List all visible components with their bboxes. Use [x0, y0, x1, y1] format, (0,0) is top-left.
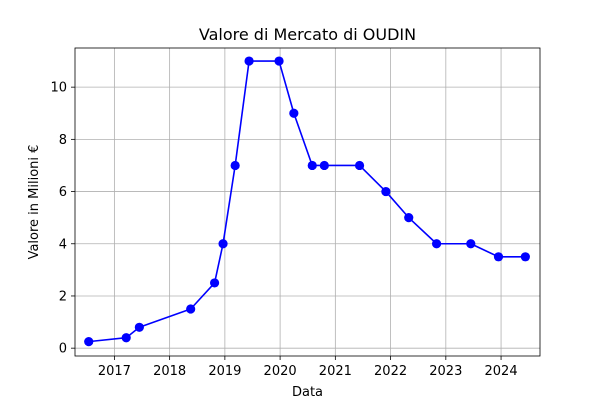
- data-point: [121, 333, 131, 343]
- data-point: [354, 160, 365, 171]
- data-point: [431, 239, 442, 249]
- x-tick-label: 2017: [98, 364, 131, 379]
- data-point: [209, 278, 220, 288]
- y-axis-label: Valore in Milioni €: [27, 145, 42, 260]
- data-point: [520, 252, 530, 262]
- y-tick-label: 2: [59, 289, 67, 304]
- data-point: [230, 160, 240, 171]
- x-tick-label: 2021: [319, 364, 352, 379]
- data-point: [381, 186, 391, 197]
- axes: 2017 2018 2019 2020 2021 2022 2023 2024 0 2 4 6 8 10: [50, 47, 541, 379]
- data-point: [289, 108, 299, 118]
- data-point: [134, 322, 144, 332]
- labels: Valore di Mercato di OUDIN Data Valore i…: [27, 25, 416, 400]
- x-axis-label: Data: [292, 385, 323, 400]
- x-tick-label: 2018: [153, 364, 186, 379]
- y-tick-label: 6: [59, 185, 67, 200]
- x-tick-label: 2022: [374, 364, 407, 379]
- y-tick-label: 8: [59, 133, 67, 148]
- y-tick-label: 4: [59, 237, 67, 252]
- plot-frame: [74, 47, 541, 357]
- data-point: [84, 337, 94, 347]
- x-tick-label: 2024: [485, 364, 518, 379]
- data-point: [307, 160, 317, 171]
- chart-title: Valore di Mercato di OUDIN: [199, 25, 416, 44]
- data-point: [466, 239, 476, 249]
- data-point: [274, 56, 284, 66]
- data-point: [493, 252, 504, 262]
- x-tick-label: 2019: [208, 364, 241, 379]
- y-tick-label: 0: [59, 342, 67, 357]
- data-point: [404, 213, 414, 223]
- x-tick-label: 2023: [429, 364, 462, 379]
- data-point: [218, 239, 228, 249]
- x-tick-label: 2020: [264, 364, 297, 379]
- data-point: [319, 160, 329, 171]
- data-point: [244, 56, 254, 66]
- y-tick-label: 10: [50, 81, 67, 96]
- data-series: [84, 56, 530, 347]
- data-point: [186, 304, 196, 314]
